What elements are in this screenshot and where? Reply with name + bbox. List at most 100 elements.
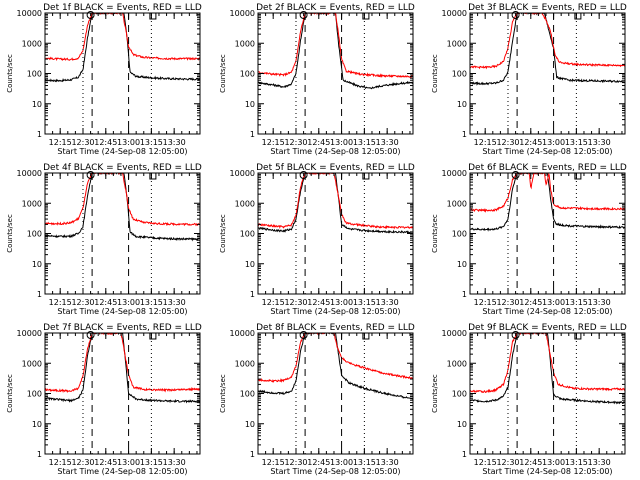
x-tick-label: 12:30 — [496, 138, 519, 147]
x-tick-label: 12:30 — [71, 458, 94, 467]
attenuator-circle-icon — [299, 331, 308, 339]
x-tick-label: 12:45 — [519, 298, 542, 307]
y-tick-label: 100 — [240, 390, 255, 399]
y-tick-label: 100 — [240, 70, 255, 79]
y-axis-label: Counts/sec — [219, 54, 227, 93]
y-tick-label: 10000 — [442, 9, 467, 18]
y-tick-label: 100 — [452, 70, 467, 79]
series-red — [258, 173, 413, 230]
plot-frame — [469, 172, 626, 295]
panel-title: Det 7f BLACK = Events, RED = LLD — [43, 323, 202, 333]
y-tick-label: 10000 — [442, 329, 467, 338]
plot-frame — [44, 12, 201, 135]
series-red — [45, 333, 200, 394]
y-tick-label: 1 — [37, 290, 42, 299]
y-tick-label: 1000 — [235, 359, 255, 368]
x-tick-label: 13:15 — [140, 298, 163, 307]
series-black — [45, 333, 200, 404]
attenuator-circle-icon — [299, 11, 308, 19]
y-axis-label: Counts/sec — [6, 214, 14, 253]
panel-title: Det 1f BLACK = Events, RED = LLD — [43, 3, 202, 13]
y-tick-label: 10000 — [442, 169, 467, 178]
y-tick-label: 1 — [250, 130, 255, 139]
y-tick-label: 1 — [462, 290, 467, 299]
y-tick-label: 10 — [457, 420, 467, 429]
plot-frame — [469, 332, 626, 455]
panel-7: 1 10 100 1000 10000 12:15 12:30 12:45 13:00 13:15… — [6, 323, 202, 476]
x-tick-label: 12:15 — [474, 458, 497, 467]
y-tick-label: 1000 — [447, 39, 467, 48]
saa-square-icon — [362, 13, 370, 20]
x-axis-label: Start Time (24-Sep-08 12:05:00) — [270, 467, 400, 476]
x-tick-label: 12:15 — [262, 298, 285, 307]
y-tick-label: 1 — [37, 130, 42, 139]
x-tick-label: 12:45 — [94, 138, 117, 147]
saa-square-icon — [362, 333, 370, 340]
x-tick-label: 12:45 — [519, 458, 542, 467]
x-tick-label: 13:00 — [117, 138, 140, 147]
plot-frame — [44, 172, 201, 295]
x-axis-label: Start Time (24-Sep-08 12:05:00) — [270, 307, 400, 316]
x-tick-label: 12:45 — [94, 458, 117, 467]
y-tick-label: 10000 — [17, 329, 42, 338]
y-tick-label: 1000 — [447, 199, 467, 208]
x-axis-label: Start Time (24-Sep-08 12:05:00) — [482, 307, 612, 316]
x-axis-label: Start Time (24-Sep-08 12:05:00) — [57, 467, 187, 476]
saa-square-icon — [149, 13, 157, 20]
y-tick-label: 10 — [245, 260, 255, 269]
y-tick-label: 10 — [245, 420, 255, 429]
attenuator-circle-icon — [86, 11, 95, 19]
y-axis-label: Counts/sec — [6, 374, 14, 413]
series-black — [258, 173, 413, 235]
attenuator-circle-icon — [511, 11, 520, 19]
y-tick-label: 1000 — [447, 359, 467, 368]
x-axis-label: Start Time (24-Sep-08 12:05:00) — [482, 147, 612, 156]
y-tick-label: 100 — [452, 230, 467, 239]
x-tick-label: 12:45 — [94, 298, 117, 307]
x-tick-label: 13:00 — [117, 458, 140, 467]
panel-title: Det 3f BLACK = Events, RED = LLD — [468, 3, 627, 13]
series-red — [470, 13, 625, 70]
x-tick-label: 13:30 — [376, 298, 399, 307]
panel-3: 1 10 100 1000 10000 12:15 12:30 12:45 13:00 13:15… — [431, 3, 627, 156]
x-tick-label: 12:45 — [307, 138, 330, 147]
x-tick-label: 12:15 — [49, 298, 72, 307]
panel-title: Det 2f BLACK = Events, RED = LLD — [256, 3, 415, 13]
x-tick-label: 13:00 — [542, 298, 565, 307]
series-red — [258, 333, 413, 383]
attenuator-circle-icon — [511, 331, 520, 339]
y-tick-label: 10 — [32, 100, 42, 109]
y-tick-label: 100 — [27, 230, 42, 239]
panel-8: 1 10 100 1000 10000 12:15 12:30 12:45 13:00 13:15… — [219, 323, 415, 476]
y-tick-label: 10 — [32, 420, 42, 429]
x-axis-label: Start Time (24-Sep-08 12:05:00) — [482, 467, 612, 476]
y-tick-label: 10 — [32, 260, 42, 269]
y-tick-label: 100 — [452, 390, 467, 399]
x-tick-label: 13:00 — [330, 298, 353, 307]
series-red — [470, 173, 625, 213]
y-tick-label: 1000 — [235, 199, 255, 208]
x-tick-label: 12:30 — [71, 298, 94, 307]
y-tick-label: 1000 — [235, 39, 255, 48]
x-tick-label: 13:15 — [353, 138, 376, 147]
series-red — [45, 173, 200, 227]
series-black — [258, 333, 413, 400]
x-tick-label: 13:15 — [565, 138, 588, 147]
y-tick-label: 1 — [462, 450, 467, 459]
y-tick-label: 1000 — [22, 199, 42, 208]
y-tick-label: 10000 — [17, 169, 42, 178]
x-tick-label: 13:15 — [353, 298, 376, 307]
x-tick-label: 12:15 — [474, 298, 497, 307]
attenuator-circle-icon — [299, 171, 308, 179]
panel-title: Det 5f BLACK = Events, RED = LLD — [256, 163, 415, 173]
x-tick-label: 13:30 — [588, 298, 611, 307]
x-tick-label: 12:45 — [307, 458, 330, 467]
saa-square-icon — [574, 173, 582, 180]
y-tick-label: 10000 — [230, 169, 255, 178]
y-tick-label: 10 — [457, 260, 467, 269]
x-tick-label: 12:30 — [284, 458, 307, 467]
x-tick-label: 12:15 — [474, 138, 497, 147]
y-tick-label: 100 — [27, 70, 42, 79]
x-tick-label: 12:30 — [284, 138, 307, 147]
